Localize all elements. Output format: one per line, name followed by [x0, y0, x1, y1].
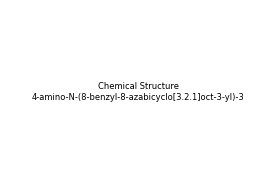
Text: Chemical Structure
4-amino-N-(8-benzyl-8-azabicyclo[3.2.1]oct-3-yl)-3: Chemical Structure 4-amino-N-(8-benzyl-8…	[32, 82, 244, 102]
